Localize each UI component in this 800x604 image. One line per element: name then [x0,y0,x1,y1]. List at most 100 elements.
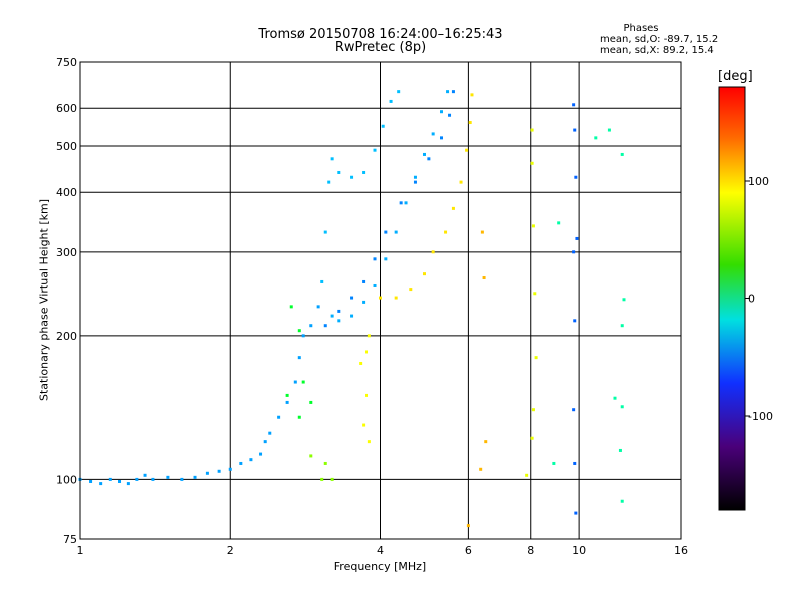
scatter-point [217,469,221,473]
scatter-point [479,467,483,471]
scatter-point [533,292,537,296]
chart-subtitle: RwPretec (8p) [334,40,427,55]
scatter-point [379,296,382,300]
y-tick-label: 750 [56,56,77,69]
scatter-point [362,300,366,304]
scatter-point [389,99,393,103]
y-tick-label: 300 [56,246,77,259]
scatter-point [126,482,130,486]
scatter-point [618,448,622,452]
colorbar-unit-text: deg [723,69,748,84]
scatter-point [323,324,327,328]
y-tick-label: 100 [56,473,77,486]
scatter-point [394,296,398,300]
scatter-point [607,128,611,132]
scatter-point [301,334,305,338]
scatter-point [373,257,377,261]
y-tick-label: 500 [56,140,77,153]
scatter-point [451,206,455,210]
scatter-point [193,475,197,479]
scatter-point [620,152,624,156]
grid-lines [80,62,681,539]
scatter-point [480,230,484,234]
scatter-point [574,511,578,515]
scatter-point [620,405,624,409]
scatter-point [613,396,617,400]
scatter-point [323,230,327,234]
scatter-point [166,475,170,479]
scatter-point [422,152,426,156]
scatter-point [337,309,341,313]
scatter-point [422,272,426,276]
scatter-point [413,180,417,184]
y-tick-label: 600 [56,102,77,115]
scatter-point [530,161,534,165]
y-tick-label: 200 [56,330,77,343]
scatter-point [362,423,366,427]
scatter-point [320,477,324,481]
scatter-point [320,279,324,283]
scatter-point [297,415,301,419]
scatter-point [309,454,313,458]
chart-title: Tromsø 20150708 16:24:00–16:25:43 [258,27,503,42]
scatter-point [205,471,209,475]
scatter-point [468,121,472,125]
scatter-point [301,380,305,384]
phase-o-stats: mean, sd,O: -89.7, 15.2 [600,34,719,45]
scatter-point [573,128,577,132]
scatter-point [572,408,576,412]
scatter-point [470,93,474,97]
scatter-point [330,314,334,318]
scatter-point [327,180,331,184]
scatter-point [413,175,417,179]
scatter-point [285,393,289,397]
y-tick-label: 400 [56,186,77,199]
y-tick-labels: 75 100 200 300 400 500 600 750 [56,56,77,546]
scatter-point [440,110,444,114]
scatter-point [594,136,598,140]
scatter-point [440,136,444,140]
phase-statistics: Phases mean, sd,O: -89.7, 15.2 mean, sd,… [600,23,719,56]
scatter-point [373,148,377,152]
scatter-point [350,314,354,318]
scatter-point [323,461,327,465]
scatter-point [620,499,624,503]
scatter-point [482,276,486,280]
phase-x-stats: mean, sd,X: 89.2, 15.4 [600,45,714,56]
scatter-point [373,283,377,287]
scatter-point [572,103,576,107]
scatter-point [367,440,371,444]
scatter-point [118,479,122,483]
x-axis-label: Frequency [MHz] [333,560,427,573]
scatter-point [143,473,147,477]
scatter-point [427,157,431,161]
scatter-point [365,393,369,397]
scatter-point [297,329,301,333]
colorbar-unit-label: [deg] [718,69,753,84]
x-tick-label: 16 [674,544,688,557]
colorbar-tick-label: -100 [748,410,773,423]
scatter-point [180,477,184,481]
scatter-point [381,124,385,128]
colorbar-tick-label: 100 [748,175,769,188]
colorbar-ticks: 100 0 -100 [745,175,773,423]
scatter-point [557,221,561,225]
scatter-point [289,305,293,309]
scatter-point [316,305,320,309]
phases-heading: Phases [623,23,659,34]
scatter-point [531,408,535,412]
scatter-point [263,440,267,444]
scatter-point [573,461,577,465]
scatter-point [337,319,341,323]
y-axis-label: Stationary phase Virtual Height [km] [37,198,51,402]
x-tick-label: 2 [227,544,234,557]
scatter-point [362,170,366,174]
scatter-point [359,361,363,365]
scatter-point [330,477,334,481]
scatter-point [531,224,535,228]
scatter-point [259,452,263,456]
scatter-point [249,458,253,462]
scatter-point [620,324,624,328]
scatter-point [330,157,334,161]
